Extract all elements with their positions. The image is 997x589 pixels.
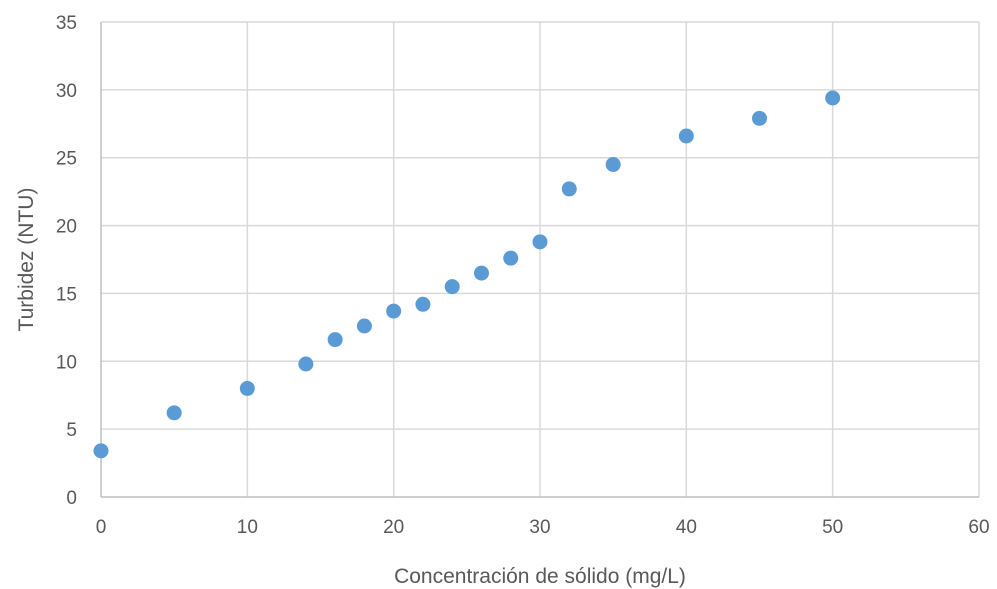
data-point (473, 265, 489, 281)
y-tick-label: 25 (56, 149, 77, 170)
data-point (825, 90, 841, 106)
axes (100, 22, 979, 498)
data-point (327, 332, 343, 348)
data-point (752, 110, 767, 126)
x-tick-label: 30 (529, 517, 550, 538)
data-point (503, 250, 519, 266)
y-tick-label: 35 (56, 13, 77, 34)
x-tick-label: 10 (237, 517, 258, 538)
data-point (605, 157, 621, 172)
y-tick-label: 10 (56, 352, 77, 373)
data-point (93, 443, 109, 459)
data-point (298, 356, 314, 372)
x-axis-title: Concentración de sólido (mg/L) (394, 565, 686, 588)
y-tick-label: 30 (56, 81, 77, 102)
x-tick-label: 0 (96, 517, 107, 538)
data-point (386, 303, 402, 319)
y-tick-label: 20 (56, 217, 77, 238)
y-tick-label: 5 (66, 420, 77, 441)
data-point (532, 234, 548, 250)
data-point (415, 296, 431, 312)
x-tick-label: 60 (968, 517, 989, 538)
x-tick-label: 20 (383, 517, 404, 538)
data-point (678, 128, 694, 144)
data-point (239, 380, 255, 396)
y-axis-title: Turbidez (NTU) (15, 188, 38, 332)
x-tick-label: 50 (822, 517, 843, 538)
data-point (561, 181, 577, 197)
data-points (93, 90, 841, 459)
data-point (356, 318, 372, 334)
data-point (444, 279, 460, 295)
tick-labels: 0 5 10 15 20 25 30 35 0 10 20 30 40 50 60 (56, 13, 990, 538)
y-tick-label: 0 (66, 488, 77, 509)
x-tick-label: 40 (676, 517, 697, 538)
data-point (166, 405, 182, 421)
y-tick-label: 15 (56, 284, 77, 305)
gridlines (101, 21, 980, 497)
